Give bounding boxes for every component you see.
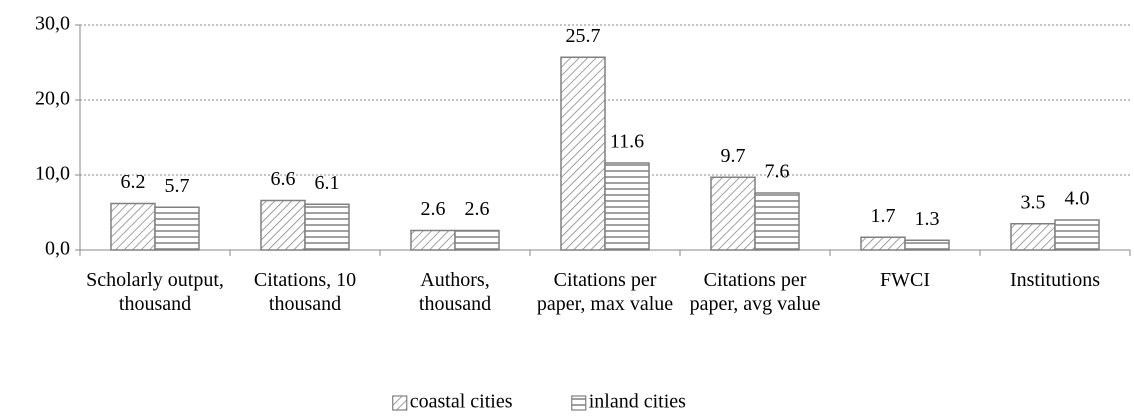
bar (860, 236, 906, 251)
bar (1010, 223, 1056, 251)
x-tick-label: Scholarly output, thousand (86, 269, 224, 315)
data-label: 6.2 (121, 171, 146, 193)
x-tick-label: Authors, thousand (418, 269, 492, 315)
bar (710, 176, 756, 251)
data-label: 4.0 (1065, 188, 1090, 210)
data-label: 5.7 (165, 175, 190, 197)
data-label: 11.6 (610, 131, 644, 153)
x-tick-label: Institutions (1009, 269, 1100, 291)
bar (410, 229, 456, 251)
data-label: 7.6 (765, 161, 790, 183)
legend-label: coastal cities (410, 391, 513, 413)
data-label: 6.6 (271, 168, 296, 190)
bar (454, 229, 500, 251)
x-tick-label: Citations, 10 thousand (253, 269, 357, 315)
data-label: 2.6 (465, 198, 490, 220)
bar (110, 202, 156, 251)
bar (1054, 219, 1100, 251)
bar (560, 56, 606, 251)
x-tick-label: Citations per paper, max value (536, 269, 674, 315)
data-label: 1.7 (871, 205, 896, 227)
data-label: 1.3 (915, 208, 940, 230)
y-tick-label: 0,0 (45, 238, 70, 260)
y-tick-label: 30,0 (35, 13, 70, 35)
bar (604, 162, 650, 251)
legend-label: inland cities (589, 391, 686, 413)
data-label: 3.5 (1021, 191, 1046, 213)
x-tick-label: Citations per paper, avg value (689, 269, 821, 315)
legend-swatch (392, 395, 408, 411)
bar (154, 206, 200, 251)
x-tick-label: FWCI (880, 269, 930, 291)
data-label: 6.1 (315, 172, 340, 194)
data-label: 2.6 (421, 198, 446, 220)
data-label: 9.7 (721, 145, 746, 167)
legend-swatch (571, 395, 587, 411)
bar (754, 192, 800, 251)
y-tick-label: 20,0 (35, 88, 70, 110)
bar (260, 199, 306, 251)
bar (304, 203, 350, 251)
data-label: 25.7 (566, 25, 601, 47)
y-tick-label: 10,0 (35, 163, 70, 185)
bar (904, 239, 950, 251)
